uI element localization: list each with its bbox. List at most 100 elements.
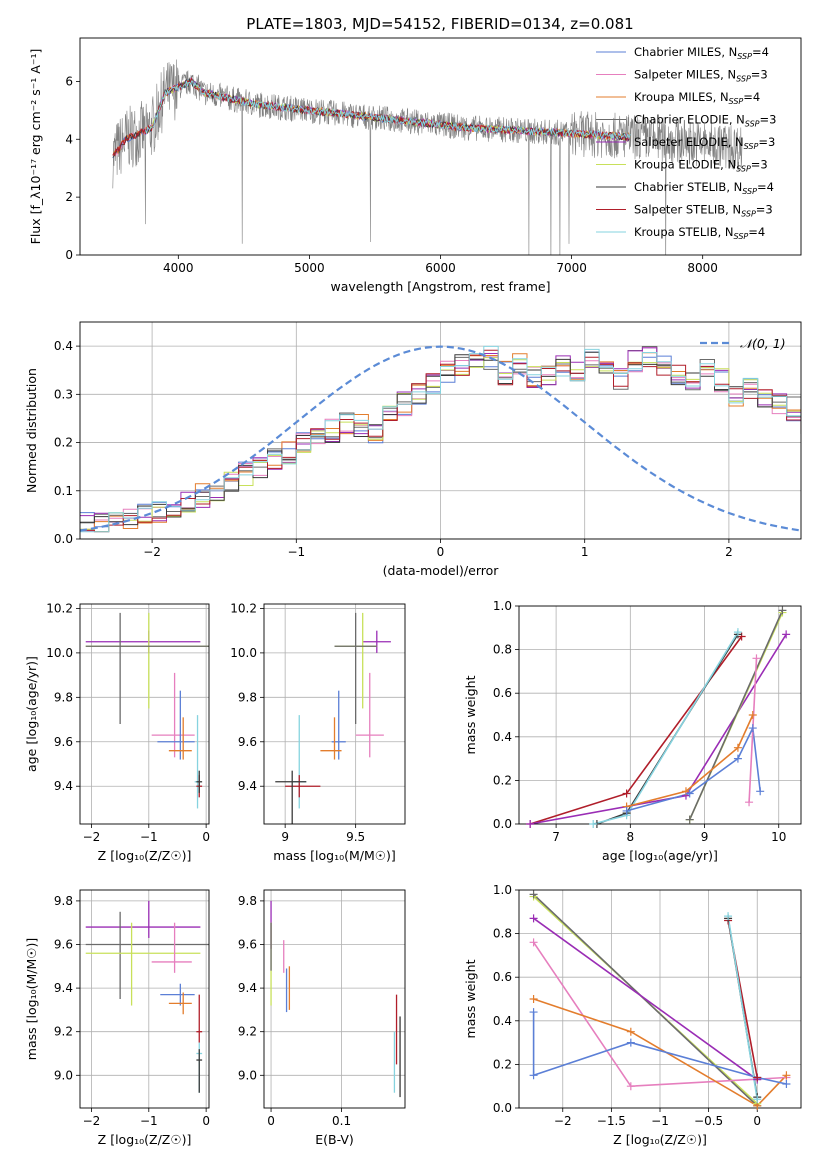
x-tick-label: −2 — [83, 1114, 101, 1128]
plot-area — [80, 890, 209, 1108]
legend-text: =4 — [752, 45, 769, 59]
x-axis-label: Z [log₁₀(Z/Z☉)] — [98, 848, 192, 863]
data-point-marker — [733, 743, 742, 752]
x-tick-label: 0.1 — [332, 1114, 351, 1128]
figure-title: PLATE=1803, MJD=54152, FIBERID=0134, z=0… — [246, 15, 633, 33]
plot-area — [519, 890, 801, 1108]
x-tick-label: 9 — [701, 830, 709, 844]
legend-text: =3 — [751, 68, 768, 82]
plot-area — [112, 59, 743, 255]
legend-text: Salpeter STELIB, N — [634, 203, 741, 217]
x-tick-label: 7000 — [556, 261, 587, 275]
panel-mass_vs_EBV: 0 0.1 9.0 9.2 9.4 9.6 9.8 E(B-V) — [238, 889, 406, 1147]
y-tick-label: 0.2 — [493, 773, 512, 787]
x-tick-label: −1.5 — [597, 1114, 626, 1128]
y-tick-label: 6 — [65, 74, 73, 88]
x-tick-label: −2 — [83, 830, 101, 844]
y-tick-label: 9.6 — [238, 938, 257, 952]
x-tick-label: −1 — [140, 1114, 158, 1128]
x-axis-label: mass [log₁₀(M/M☉)] — [273, 848, 395, 863]
panel-weight_vs_age: 7 8 9 10 0.0 0.2 0.4 0.6 0.8 1.0 age [log₁₀(age/yr… — [463, 599, 802, 863]
panel-mass_vs_Z: −2 −1 0 9.0 9.2 9.4 9.6 9.8 Z [log₁₀(Z/Z☉)] mass … — [24, 889, 210, 1147]
y-tick-label: 9.6 — [54, 735, 73, 749]
legend-text: Chabrier STELIB, N — [634, 180, 742, 194]
y-tick-label: 9.8 — [54, 690, 73, 704]
data-point-marker — [529, 914, 538, 923]
y-tick-label: 9.4 — [54, 779, 73, 793]
axes-frame — [79, 889, 210, 1109]
y-tick-label: 9.8 — [54, 894, 73, 908]
data-point-marker — [526, 820, 535, 828]
data-point-marker — [733, 628, 742, 637]
y-axis-label: age [log₁₀(age/yr)] — [24, 656, 39, 772]
y-tick-label: 0.2 — [493, 1057, 512, 1071]
gaussian-curve — [80, 345, 801, 532]
legend-subscript: SSP — [729, 97, 744, 106]
axes-frame — [79, 603, 210, 825]
x-axis-label: (data-model)/error — [383, 563, 500, 578]
data-point-marker — [756, 787, 765, 796]
legend-text: =3 — [756, 203, 773, 217]
y-tick-label: 0.6 — [493, 686, 512, 700]
x-tick-label: 8000 — [687, 261, 718, 275]
weight-line — [592, 631, 739, 824]
legend-text: Kroupa STELIB, N — [634, 225, 734, 239]
x-tick-label: 0 — [202, 830, 210, 844]
x-axis-label: age [log₁₀(age/yr)] — [602, 848, 718, 863]
legend-text: =3 — [760, 113, 777, 127]
data-point-marker — [778, 606, 787, 615]
y-tick-label: 9.6 — [238, 735, 257, 749]
y-tick-label: 0.6 — [493, 970, 512, 984]
weight-line — [688, 610, 784, 820]
legend-subscript: SSP — [741, 210, 756, 219]
data-point-marker — [626, 1027, 635, 1036]
legend-text: =4 — [748, 225, 765, 239]
panel-age_vs_Z: −2 −1 0 9.4 9.6 9.8 10.0 10.2 Z [log₁₀(Z/Z☉)] age… — [24, 601, 210, 863]
panel-weight_vs_Z: −2 −1.5 −1 −0.5 0 0.0 0.2 0.4 0.6 0.8 1.0 Z [log₁₀(… — [463, 883, 802, 1147]
y-tick-label: 9.4 — [238, 981, 257, 995]
legend-entry: Kroupa STELIB, NSSP=4 — [634, 225, 765, 241]
y-tick-label: 9.2 — [238, 1025, 257, 1039]
x-axis-label: E(B-V) — [315, 1132, 354, 1147]
legend-entry: Kroupa MILES, NSSP=4 — [634, 90, 760, 106]
x-tick-label: 10 — [771, 830, 786, 844]
data-point-marker — [748, 724, 757, 733]
legend-text: Kroupa ELODIE, N — [634, 158, 736, 172]
data-point-marker — [753, 1073, 762, 1082]
legend-text: =3 — [751, 158, 768, 172]
plot-area — [264, 604, 405, 824]
data-point-marker — [782, 630, 791, 639]
x-tick-label: −2 — [143, 545, 161, 559]
weight-line — [529, 636, 743, 824]
x-tick-label: 0 — [437, 545, 445, 559]
x-tick-label: −1 — [140, 830, 158, 844]
legend-subscript: SSP — [737, 52, 752, 61]
x-tick-label: −1 — [651, 1114, 669, 1128]
legend-entry: Salpeter STELIB, NSSP=3 — [634, 203, 773, 219]
legend-entry: Chabrier STELIB, NSSP=4 — [634, 180, 774, 196]
axes-frame — [263, 889, 406, 1109]
data-point-marker — [529, 1071, 538, 1080]
y-tick-label: 1.0 — [493, 883, 512, 897]
weight-line — [529, 633, 787, 824]
legend-text: Chabrier MILES, N — [634, 45, 737, 59]
y-tick-label: 9.0 — [238, 1068, 257, 1082]
weight-line — [727, 916, 758, 1100]
y-tick-label: 1.0 — [493, 599, 512, 613]
panel-residual_histogram: −2 −1 0 1 2 0.0 0.1 0.2 0.3 0.4 (data-model)/error… — [24, 321, 802, 578]
data-point-marker — [529, 995, 538, 1003]
data-point-marker — [626, 1082, 635, 1091]
legend-subscript: SSP — [744, 142, 759, 151]
x-tick-label: 5000 — [294, 261, 325, 275]
plot-area — [80, 322, 801, 539]
legend-subscript: SSP — [734, 232, 749, 241]
data-point-marker — [724, 912, 733, 921]
x-tick-label: 0 — [267, 1114, 275, 1128]
x-tick-label: 9.5 — [346, 830, 365, 844]
axes-frame — [79, 321, 802, 540]
x-axis-label: Z [log₁₀(Z/Z☉)] — [613, 1132, 707, 1147]
y-tick-label: 0.4 — [54, 339, 73, 353]
axes-frame — [518, 889, 802, 1109]
x-tick-label: 2 — [725, 545, 733, 559]
